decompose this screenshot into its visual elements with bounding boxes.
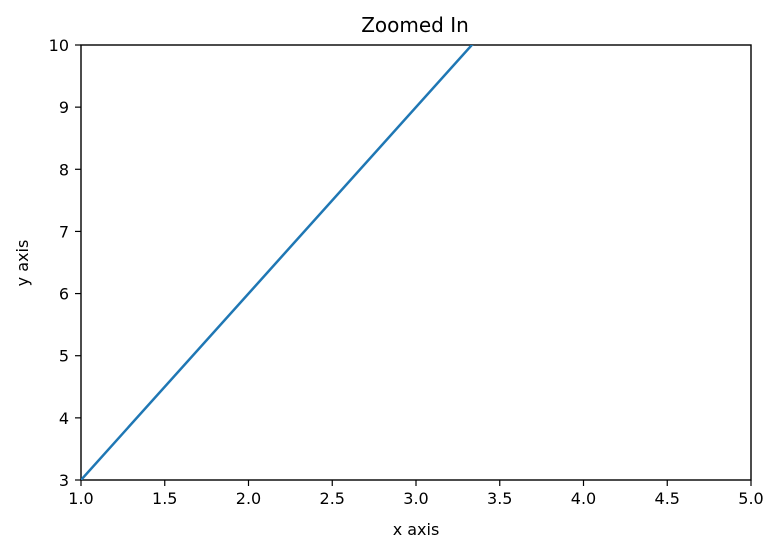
x-axis-title: x axis bbox=[393, 520, 440, 539]
y-tick-label: 7 bbox=[59, 222, 69, 241]
y-tick-label: 8 bbox=[59, 160, 69, 179]
y-axis-ticks: 3 4 5 6 7 8 9 10 bbox=[49, 36, 81, 490]
y-tick-label: 10 bbox=[49, 36, 69, 55]
y-tick-label: 6 bbox=[59, 285, 69, 304]
y-tick-label: 4 bbox=[59, 409, 69, 428]
x-tick-label: 1.0 bbox=[68, 489, 93, 508]
y-tick-label: 9 bbox=[59, 98, 69, 117]
x-tick-label: 2.5 bbox=[320, 489, 345, 508]
y-tick-label: 5 bbox=[59, 347, 69, 366]
chart-title: Zoomed In bbox=[361, 13, 469, 37]
y-axis-title: y axis bbox=[13, 240, 32, 287]
y-tick-label: 3 bbox=[59, 471, 69, 490]
x-tick-label: 3.0 bbox=[403, 489, 428, 508]
x-tick-label: 3.5 bbox=[487, 489, 512, 508]
x-tick-label: 5.0 bbox=[738, 489, 763, 508]
plot-area bbox=[80, 44, 752, 481]
series-line bbox=[81, 45, 474, 480]
x-tick-label: 4.5 bbox=[655, 489, 680, 508]
x-axis-ticks: 1.0 1.5 2.0 2.5 3.0 3.5 4.0 4.5 5.0 bbox=[68, 480, 764, 508]
x-tick-label: 2.0 bbox=[236, 489, 261, 508]
x-tick-label: 1.5 bbox=[152, 489, 177, 508]
plot-frame bbox=[80, 44, 752, 481]
series-layer bbox=[81, 45, 474, 480]
x-tick-label: 4.0 bbox=[571, 489, 596, 508]
